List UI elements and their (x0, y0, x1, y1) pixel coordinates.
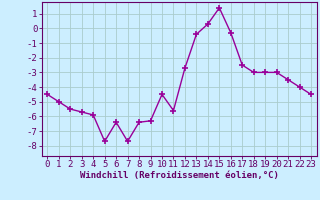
X-axis label: Windchill (Refroidissement éolien,°C): Windchill (Refroidissement éolien,°C) (80, 171, 279, 180)
